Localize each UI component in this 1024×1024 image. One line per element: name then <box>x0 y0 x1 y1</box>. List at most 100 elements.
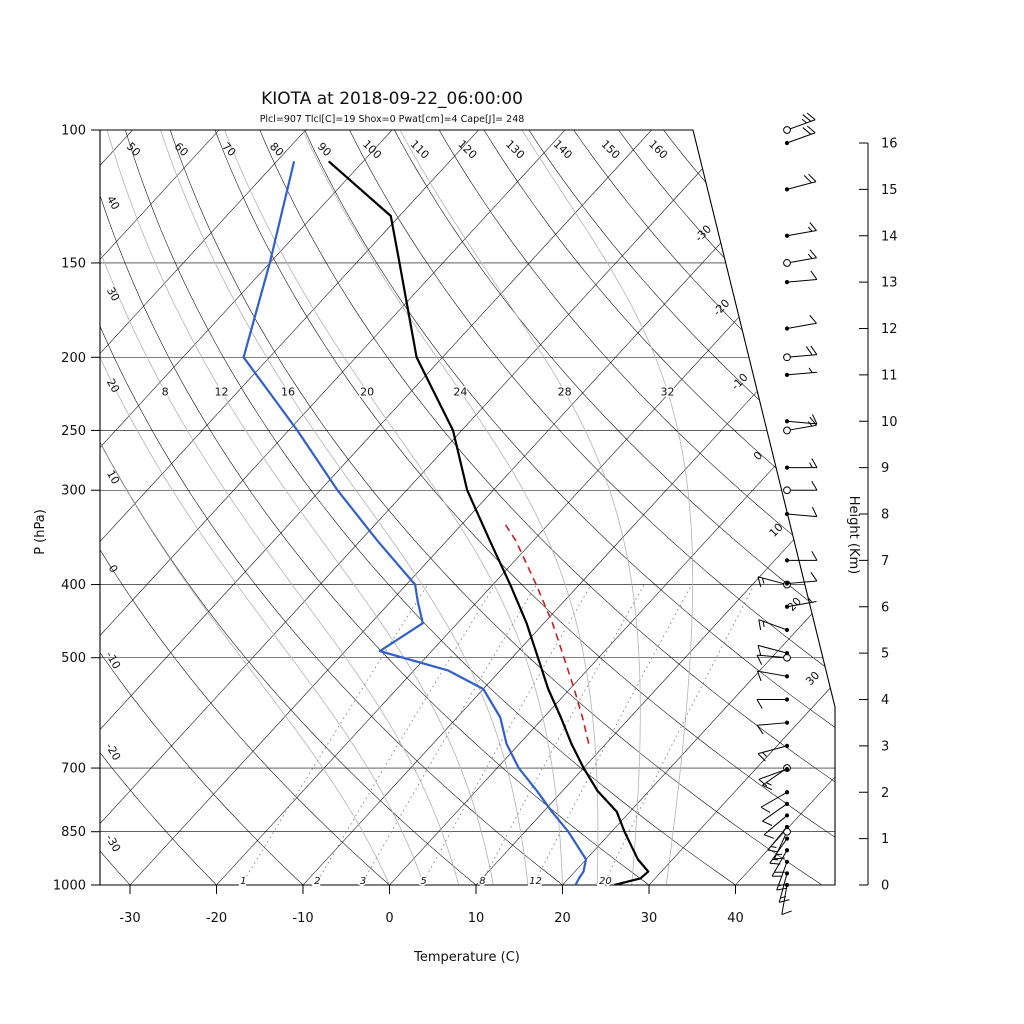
wind-barb <box>771 848 790 877</box>
svg-text:0: 0 <box>751 449 765 463</box>
svg-text:10: 10 <box>767 521 786 540</box>
svg-text:700: 700 <box>61 762 86 777</box>
svg-text:850: 850 <box>61 825 86 840</box>
svg-text:8: 8 <box>479 876 485 887</box>
svg-text:-20: -20 <box>103 741 123 763</box>
svg-text:300: 300 <box>61 484 86 499</box>
wind-barb <box>783 416 817 435</box>
svg-text:150: 150 <box>598 138 622 162</box>
svg-text:16: 16 <box>881 137 898 152</box>
wind-barb <box>783 112 816 134</box>
wind-barb <box>778 871 790 903</box>
wind-barb <box>758 619 790 633</box>
svg-text:7: 7 <box>881 554 889 569</box>
isotherm-gridlines <box>100 130 835 885</box>
wind-barb <box>783 480 818 495</box>
wind-barb <box>763 813 790 839</box>
mixing-ratio-lines <box>240 584 755 885</box>
svg-text:0: 0 <box>881 879 889 894</box>
svg-text:15: 15 <box>881 183 898 198</box>
svg-text:8: 8 <box>162 385 169 398</box>
svg-text:9: 9 <box>881 461 889 476</box>
svg-text:1000: 1000 <box>53 879 86 894</box>
stats-line: Plcl=907 Tlcl[C]=19 Shox=0 Pwat[cm]=4 Ca… <box>260 114 525 125</box>
wind-barb <box>784 314 817 331</box>
svg-text:100: 100 <box>61 124 86 139</box>
svg-text:-20: -20 <box>206 911 227 926</box>
svg-text:20: 20 <box>554 911 571 926</box>
wind-barb <box>784 173 817 192</box>
svg-text:100: 100 <box>360 138 384 162</box>
svg-text:6: 6 <box>881 600 889 615</box>
svg-text:13: 13 <box>881 276 898 291</box>
svg-text:4: 4 <box>881 693 889 708</box>
wind-barb <box>784 597 817 609</box>
parcel-path-curve <box>502 521 590 744</box>
svg-text:110: 110 <box>408 138 432 162</box>
wind-barb <box>784 506 818 518</box>
wind-barb <box>757 644 790 656</box>
svg-text:8: 8 <box>881 508 889 523</box>
svg-text:30: 30 <box>104 285 122 304</box>
svg-text:5: 5 <box>421 876 427 887</box>
plot-frame <box>99 129 836 886</box>
page-title: KIOTA at 2018-09-22_06:00:00 <box>261 89 523 109</box>
pressure-axis-label: P (hPa) <box>33 509 48 555</box>
svg-text:40: 40 <box>104 193 122 212</box>
svg-text:11: 11 <box>881 368 898 383</box>
wind-barb <box>784 572 818 586</box>
wind-barb <box>784 414 818 425</box>
wind-barb <box>784 551 818 563</box>
wind-barb <box>762 801 790 826</box>
svg-text:5: 5 <box>881 647 889 662</box>
svg-text:1: 1 <box>881 832 889 847</box>
moist-adiabat-lines <box>100 130 694 885</box>
wind-barb-column <box>756 112 818 916</box>
svg-text:20: 20 <box>599 876 612 887</box>
svg-text:-10: -10 <box>103 649 123 671</box>
wind-barb <box>783 345 818 362</box>
svg-text:-10: -10 <box>292 911 313 926</box>
svg-text:90: 90 <box>315 140 334 159</box>
svg-text:12: 12 <box>529 876 542 887</box>
wind-barb <box>756 720 790 735</box>
svg-text:1: 1 <box>240 876 246 887</box>
wind-barb <box>756 697 790 709</box>
svg-text:16: 16 <box>281 385 295 398</box>
svg-text:160: 160 <box>646 138 670 162</box>
svg-text:-30: -30 <box>119 911 140 926</box>
svg-text:12: 12 <box>215 385 229 398</box>
wind-barb <box>767 824 790 853</box>
temperature-axis-label: Temperature (C) <box>413 950 520 965</box>
wind-barb <box>757 743 790 762</box>
svg-text:3: 3 <box>881 739 889 754</box>
svg-text:20: 20 <box>360 385 374 398</box>
svg-text:200: 200 <box>61 351 86 366</box>
dry-adiabat-lines <box>100 130 835 885</box>
svg-text:30: 30 <box>803 669 822 688</box>
svg-text:500: 500 <box>61 651 86 666</box>
svg-text:130: 130 <box>503 138 527 162</box>
wind-barb <box>783 249 817 267</box>
svg-text:400: 400 <box>61 578 86 593</box>
wind-barb <box>756 670 790 682</box>
svg-text:14: 14 <box>881 229 898 244</box>
svg-text:50: 50 <box>124 140 143 159</box>
svg-text:0: 0 <box>385 911 393 926</box>
wind-barb <box>758 766 790 787</box>
svg-text:150: 150 <box>61 256 86 271</box>
isobar-gridlines <box>100 130 835 885</box>
svg-text:0: 0 <box>106 562 121 575</box>
svg-text:20: 20 <box>104 376 122 395</box>
svg-text:140: 140 <box>551 138 575 162</box>
wind-barb <box>756 653 791 665</box>
svg-text:-20: -20 <box>711 297 733 319</box>
svg-text:-30: -30 <box>103 832 123 854</box>
sounding-curves <box>242 160 650 885</box>
wind-barb <box>784 367 817 377</box>
wind-barb <box>784 125 816 146</box>
svg-text:40: 40 <box>727 911 744 926</box>
